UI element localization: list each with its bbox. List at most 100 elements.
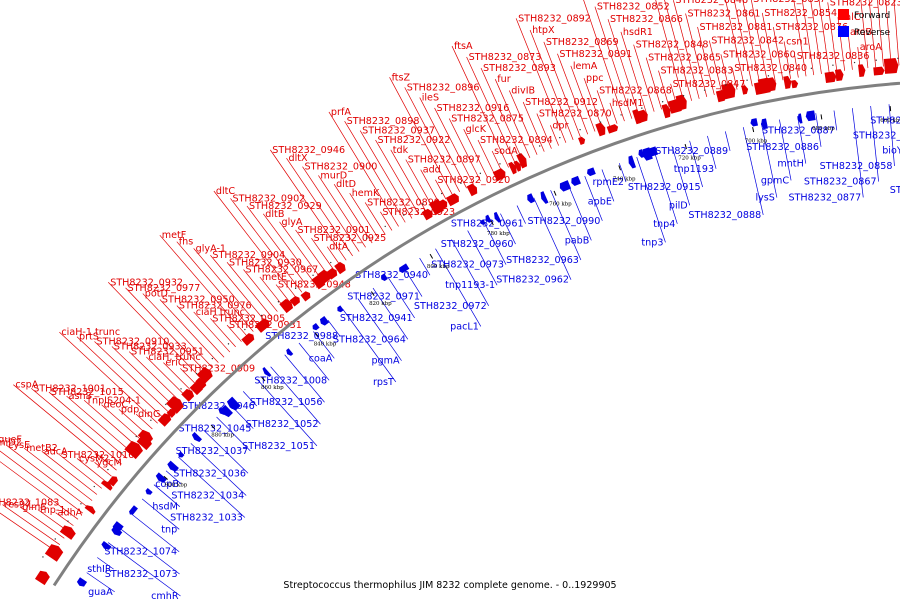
tick-label: 800 kbp (427, 264, 450, 270)
reverse-gene-leader (419, 257, 431, 276)
minor-dot (403, 214, 405, 216)
forward-gene-label: glyA (281, 217, 302, 228)
reverse-gene-leader (707, 135, 717, 169)
forward-gene-label: STH8232_0910 (97, 337, 170, 348)
forward-gene-leader (620, 31, 648, 115)
reverse-gene (485, 214, 492, 223)
reverse-gene (571, 175, 581, 187)
forward-gene (791, 80, 799, 89)
minor-dot (54, 538, 56, 540)
forward-gene-label: hsdR1 (623, 27, 653, 38)
tick-mark (684, 144, 687, 150)
reverse-gene (587, 167, 596, 177)
reverse-gene-label: STH8232_0960 (441, 239, 514, 250)
forward-gene-label: STH8232_0870 (539, 109, 612, 120)
forward-gene-label: dltD (336, 179, 356, 190)
forward-gene-leader (633, 44, 655, 112)
forward-gene-label: prtS (79, 332, 99, 343)
forward-gene-leader (163, 362, 191, 390)
forward-gene-label: STH8232_0860 (723, 49, 796, 60)
genome-backbone (52, 81, 900, 587)
forward-gene-label: STH8232_0920 (437, 175, 510, 186)
forward-gene-label: fur (497, 74, 510, 85)
reverse-gene-leader (833, 110, 838, 131)
reverse-gene (167, 460, 179, 472)
forward-gene-leader (448, 118, 481, 182)
tick-label: 900 kbp (165, 483, 188, 489)
reverse-gene-leader (760, 123, 778, 198)
forward-gene (181, 388, 195, 402)
forward-gene-leader (404, 87, 460, 192)
forward-gene-leader (529, 29, 574, 141)
reverse-gene-leader (298, 342, 330, 381)
reverse-gene-leader (815, 113, 822, 147)
forward-gene-leader (375, 139, 420, 215)
forward-gene-label: metE (262, 272, 287, 283)
reverse-gene-leader (178, 456, 246, 518)
forward-gene (715, 89, 726, 103)
reverse-gene-label: pabB (565, 235, 590, 246)
forward-gene (661, 103, 671, 119)
forward-gene-label: STH8232_0899 (367, 197, 440, 208)
forward-gene-label: STH8232_0929 (249, 201, 322, 212)
forward-gene-label: ileS (422, 93, 439, 104)
reverse-gene-leader (742, 127, 764, 215)
forward-gene (492, 168, 506, 182)
forward-gene-label: STH8232_1016 (61, 450, 134, 461)
reverse-gene-leader (372, 287, 409, 340)
forward-gene-label: potD (145, 289, 168, 300)
forward-gene-leader (801, 0, 815, 76)
forward-gene-label: csn1 (786, 36, 808, 47)
forward-gene-label: dltA (329, 242, 349, 253)
legend-swatch-reverse (838, 26, 849, 37)
forward-gene-leader (344, 120, 406, 223)
forward-gene-leader (66, 395, 132, 453)
forward-gene-label: STH8232_0951 (131, 347, 204, 358)
reverse-gene-label: copB (155, 479, 179, 490)
forward-gene-leader (111, 346, 174, 407)
minor-dot (384, 225, 386, 228)
tick-mark (429, 253, 434, 259)
reverse-gene-label: STH8232_0990 (528, 216, 601, 227)
reverse-gene-leader (435, 248, 482, 327)
forward-gene-label: STH8232_0916 (437, 103, 510, 114)
reverse-gene (262, 367, 272, 377)
forward-gene-label: STH8232_0894 (480, 135, 553, 146)
forward-gene-leader (326, 246, 341, 265)
reverse-gene-label: STH8232_0961 (451, 219, 524, 230)
forward-gene-label: dpr (552, 120, 568, 131)
forward-gene-label: STH8232_0836 (797, 51, 870, 62)
minor-dot (80, 503, 82, 505)
forward-gene (100, 480, 113, 491)
forward-gene-label: STH8232_0866 (610, 14, 683, 25)
forward-gene-leader (655, 0, 685, 103)
forward-gene-leader (193, 311, 231, 353)
reverse-gene-leader (601, 169, 615, 202)
forward-gene-leader (793, 0, 807, 77)
forward-gene (196, 367, 213, 384)
forward-gene-leader (230, 198, 303, 293)
forward-gene-label: res97 (4, 500, 31, 511)
forward-gene-label: STH8232_0847 (673, 79, 746, 90)
reverse-gene-leader (86, 572, 115, 593)
forward-gene-label: STH8232_0897 (408, 155, 481, 166)
forward-gene-label: glcK (466, 124, 487, 135)
reverse-gene-leader (451, 239, 489, 306)
minor-dot (421, 203, 424, 205)
reverse-gene-leader (270, 366, 321, 425)
reverse-gene-leader (229, 403, 254, 429)
reverse-gene-leader (797, 116, 807, 164)
forward-gene-leader (94, 462, 112, 477)
reverse-gene (218, 407, 226, 415)
reverse-gene-label: STH8232_1073 (105, 569, 178, 580)
minor-dot (366, 237, 368, 239)
reverse-gene (628, 155, 637, 169)
forward-gene-leader (176, 305, 225, 358)
forward-gene (326, 268, 338, 280)
forward-gene-label: STH8232_0976 (179, 301, 252, 312)
forward-gene-leader (742, 0, 761, 85)
forward-gene-leader (328, 111, 399, 227)
minor-dot (312, 274, 314, 276)
forward-gene-label: STH8232_0876 (775, 22, 848, 33)
forward-strand (34, 58, 899, 586)
